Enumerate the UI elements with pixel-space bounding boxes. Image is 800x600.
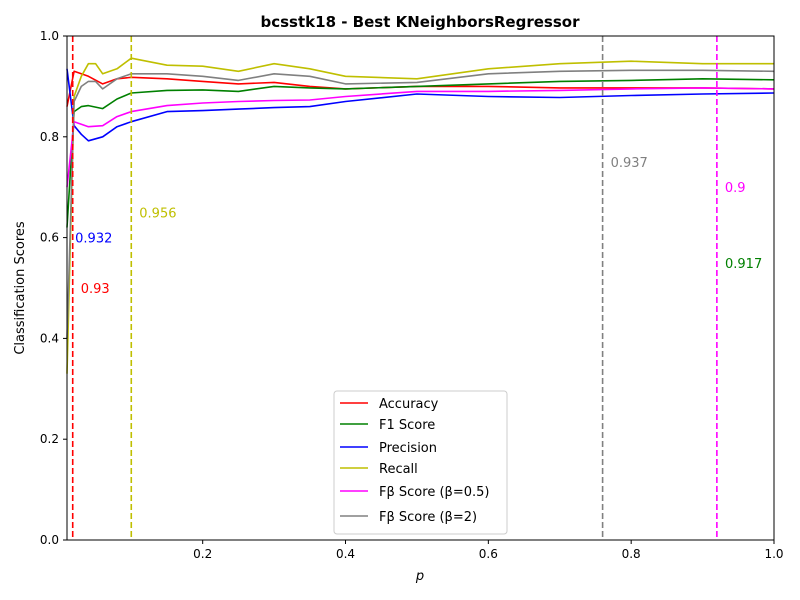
plot-area: 0.93 0.956 0.937 0.9 0.932 0.917	[66, 36, 775, 540]
legend-label-4: Fβ Score (β=0.5)	[379, 485, 489, 500]
series-line-3	[66, 57, 774, 374]
series-line-5	[66, 69, 775, 339]
legend: Accuracy F1 Score Precision Recall Fβ Score …	[333, 390, 508, 535]
x-tick-label: 1.0	[764, 547, 783, 561]
y-tick-label: 0.0	[40, 533, 59, 547]
x-tick-label: 0.4	[336, 547, 355, 561]
legend-label-2: Precision	[379, 441, 437, 456]
legend-label-1: F1 Score	[379, 418, 435, 433]
x-axis-label: p	[415, 569, 424, 584]
legend-box	[333, 390, 508, 535]
series-line-2	[66, 68, 775, 142]
y-tick-label: 0.4	[40, 331, 59, 345]
series-line-4	[66, 87, 775, 188]
x-tick-label: 0.8	[622, 547, 641, 561]
series-line-0	[66, 70, 775, 107]
series-line-1	[66, 78, 775, 228]
y-tick-label: 1.0	[40, 29, 59, 43]
x-tick-label: 0.2	[193, 547, 212, 561]
vline-label-2: 0.937	[611, 156, 648, 171]
legend-label-5: Fβ Score (β=2)	[379, 510, 477, 525]
annotation-0: 0.932	[75, 232, 112, 247]
plot-frame	[66, 35, 775, 541]
y-tick-label: 0.8	[40, 130, 59, 144]
annotation-1: 0.917	[725, 257, 762, 272]
axes: 0.2 0.4 0.6 0.8 1.0 0.0 0.2 0.4 0.6 0.8 1.0	[40, 29, 784, 561]
legend-label-3: Recall	[379, 462, 418, 477]
vline-label-1: 0.956	[139, 206, 176, 221]
y-axis-label: Classification Scores	[13, 221, 28, 355]
chart-title: bcsstk18 - Best KNeighborsRegressor	[261, 13, 581, 31]
y-tick-label: 0.2	[40, 432, 59, 446]
legend-label-0: Accuracy	[379, 397, 439, 412]
vline-label-3: 0.9	[725, 181, 746, 196]
vline-label-0: 0.93	[81, 282, 110, 297]
y-tick-label: 0.6	[40, 231, 59, 245]
x-tick-label: 0.6	[479, 547, 498, 561]
